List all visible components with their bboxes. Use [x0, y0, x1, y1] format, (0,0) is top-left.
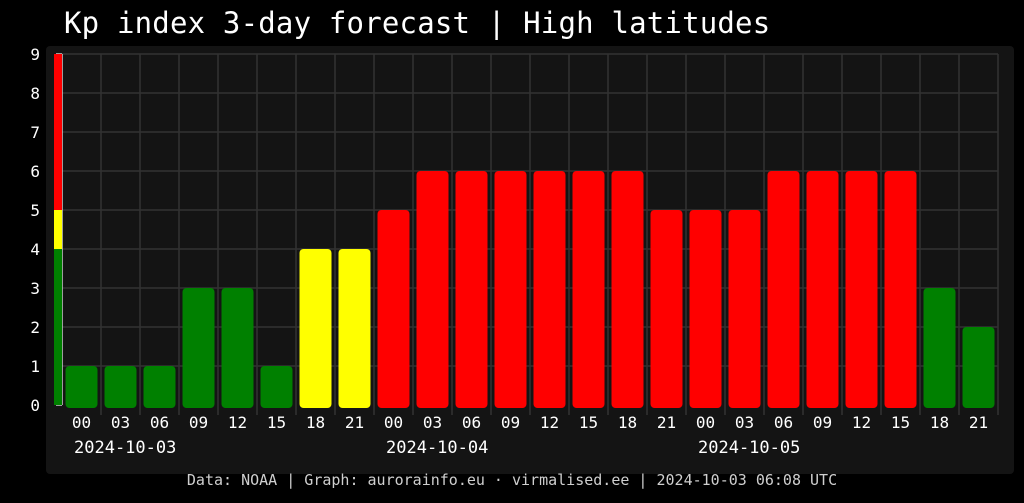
- kp-bar: [182, 288, 215, 408]
- y-tick-label: 4: [30, 240, 40, 259]
- y-tick-label: 6: [30, 162, 40, 181]
- y-tick-label: 7: [30, 123, 40, 142]
- x-tick-label: 03: [735, 413, 754, 432]
- kp-bar: [806, 171, 839, 408]
- kp-bar: [455, 171, 488, 408]
- kp-bar: [260, 366, 293, 408]
- x-tick-label: 00: [72, 413, 91, 432]
- x-tick-label: 18: [306, 413, 325, 432]
- y-tick-label: 8: [30, 84, 40, 103]
- x-tick-label: 21: [345, 413, 364, 432]
- y-tick-label: 3: [30, 279, 40, 298]
- x-tick-label: 03: [423, 413, 442, 432]
- kp-bar: [767, 171, 800, 408]
- y-tick-label: 0: [30, 396, 40, 415]
- x-tick-label: 15: [579, 413, 598, 432]
- kp-bar: [533, 171, 566, 408]
- y-tick-label: 9: [30, 45, 40, 64]
- x-tick-label: 15: [267, 413, 286, 432]
- kp-bar: [143, 366, 176, 408]
- y-tick-label: 2: [30, 318, 40, 337]
- kp-bar: [728, 210, 761, 408]
- x-tick-label: 18: [618, 413, 637, 432]
- kp-bar: [962, 327, 995, 408]
- x-tick-label: 21: [969, 413, 988, 432]
- x-tick-label: 09: [813, 413, 832, 432]
- kp-bar: [572, 171, 605, 408]
- y-tick-label: 5: [30, 201, 40, 220]
- kp-bar: [845, 171, 878, 408]
- x-tick-label: 12: [228, 413, 247, 432]
- x-tick-label: 21: [657, 413, 676, 432]
- x-tick-label: 18: [930, 413, 949, 432]
- x-tick-label: 12: [540, 413, 559, 432]
- kp-bar: [416, 171, 449, 408]
- kp-scale-segment: [54, 210, 62, 249]
- kp-bar: [884, 171, 917, 408]
- kp-bar: [299, 249, 332, 408]
- kp-bar: [923, 288, 956, 408]
- date-label: 2024-10-04: [386, 438, 488, 458]
- date-label: 2024-10-05: [698, 438, 800, 458]
- x-tick-label: 03: [111, 413, 130, 432]
- kp-bar: [689, 210, 722, 408]
- x-tick-label: 06: [150, 413, 169, 432]
- y-tick-label: 1: [30, 357, 40, 376]
- footer-credits: Data: NOAA | Graph: aurorainfo.eu · virm…: [186, 471, 838, 489]
- x-tick-label: 12: [852, 413, 871, 432]
- kp-bar: [377, 210, 410, 408]
- x-tick-label: 09: [501, 413, 520, 432]
- date-label: 2024-10-03: [74, 438, 176, 458]
- kp-bar: [221, 288, 254, 408]
- x-tick-label: 09: [189, 413, 208, 432]
- chart-title: Kp index 3-day forecast | High latitudes: [64, 6, 771, 40]
- kp-scale-segment: [54, 54, 62, 210]
- kp-scale-segment: [54, 249, 62, 405]
- kp-bar: [65, 366, 98, 408]
- x-tick-label: 15: [891, 413, 910, 432]
- x-tick-label: 00: [384, 413, 403, 432]
- x-tick-label: 06: [462, 413, 481, 432]
- kp-bar: [611, 171, 644, 408]
- kp-bar: [104, 366, 137, 408]
- x-tick-label: 00: [696, 413, 715, 432]
- kp-bar: [494, 171, 527, 408]
- kp-bar: [338, 249, 371, 408]
- kp-bar: [650, 210, 683, 408]
- x-tick-label: 06: [774, 413, 793, 432]
